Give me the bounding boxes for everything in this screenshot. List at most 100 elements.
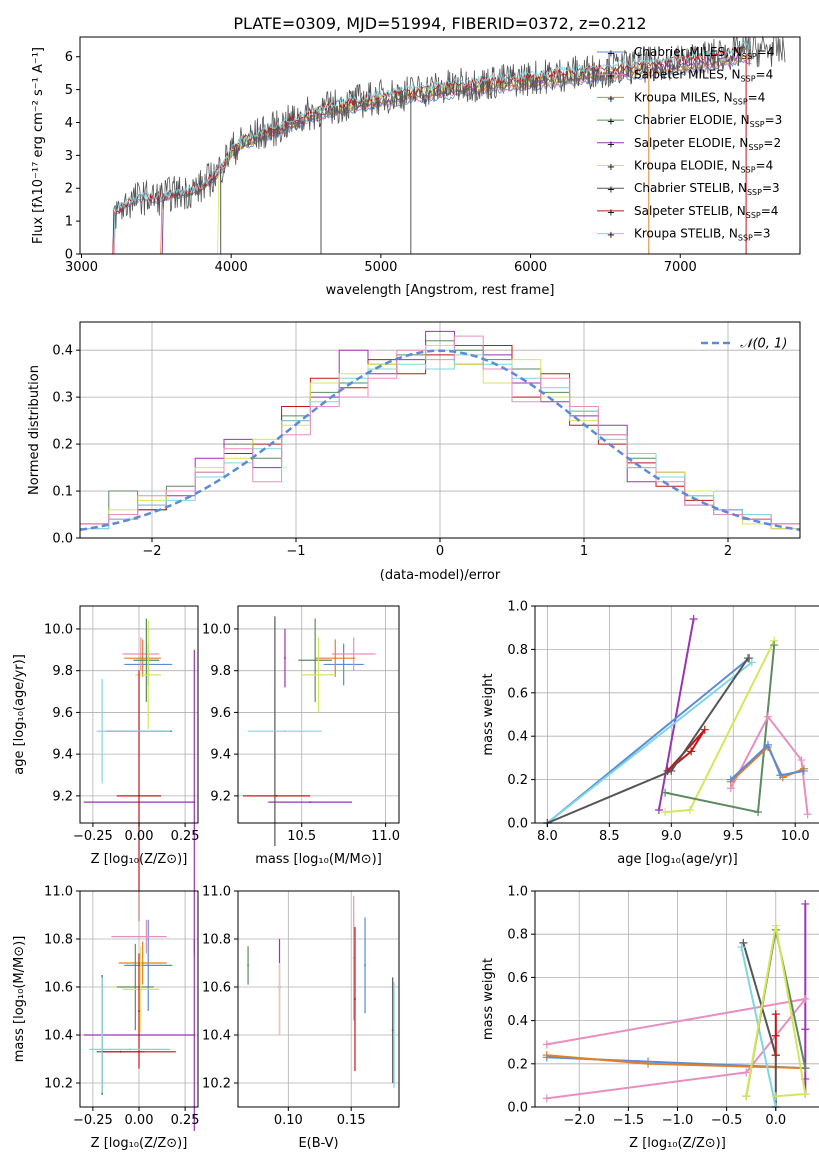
- legend-label: Kroupa ELODIE, NSSP=4: [634, 159, 773, 175]
- y-tick-label: 11.0: [44, 885, 73, 900]
- plus-marker: [797, 756, 806, 765]
- y-tick-label: 1.0: [507, 600, 528, 615]
- point-marker: [352, 652, 355, 655]
- legend-item: + Kroupa ELODIE, NSSP=4: [597, 159, 773, 175]
- plus-marker: [661, 788, 670, 797]
- y-tick-label: 10.2: [202, 1077, 231, 1092]
- x-tick-label: 3000: [65, 260, 98, 275]
- x-tick-label: 11.0: [371, 829, 400, 844]
- point-marker: [317, 673, 320, 676]
- legend-label-text: Salpeter STELIB, N: [634, 204, 746, 218]
- spectrum-series-line: [111, 45, 747, 255]
- plus-marker: [763, 712, 772, 721]
- legend-label-value: =3: [762, 181, 780, 195]
- legend-item: 𝒩(0, 1): [701, 337, 787, 352]
- point-marker: [334, 657, 337, 660]
- legend-marker-plus: +: [607, 162, 615, 173]
- legend-label-subscript: SSP: [741, 75, 756, 84]
- point-marker: [141, 657, 144, 660]
- plus-marker: [799, 766, 808, 775]
- errorbar-point: [124, 639, 162, 677]
- plus-marker: [770, 641, 779, 650]
- y-tick-label: 0.6: [507, 686, 528, 701]
- spectrum-series-line: [112, 41, 750, 255]
- weight-line: [730, 745, 805, 783]
- legend-label-value: =4: [756, 159, 774, 173]
- point-marker: [141, 962, 144, 964]
- x-tick-label: 0.0: [765, 1113, 786, 1128]
- errorbar-point: [111, 935, 167, 938]
- x-axis-label: Z [log₁₀(Z/Z⊙)]: [91, 1136, 188, 1151]
- x-tick-label: 4000: [215, 260, 248, 275]
- normal-curve: [79, 349, 801, 532]
- legend-item: + Chabrier ELODIE, NSSP=3: [597, 113, 782, 129]
- legend-label-value: =4: [748, 90, 766, 104]
- y-tick-label: 10.8: [202, 933, 231, 948]
- legend-label-value: =4: [761, 204, 779, 218]
- y-tick-label: 3: [65, 149, 73, 164]
- point-marker: [139, 652, 142, 655]
- legend-label-text: Chabrier MILES, N: [634, 45, 742, 59]
- legend-label-text: Kroupa STELIB, N: [634, 227, 738, 241]
- legend-label-subscript: SSP: [747, 188, 762, 197]
- legend-marker-plus: +: [607, 207, 615, 218]
- plus-marker: [801, 1090, 810, 1099]
- plus-marker: [801, 1025, 810, 1034]
- x-tick-label: 5000: [364, 260, 397, 275]
- plus-marker: [739, 938, 748, 947]
- y-tick-label: 10.6: [44, 981, 73, 996]
- point-marker: [145, 935, 148, 938]
- legend-label-subscript: SSP: [733, 97, 748, 106]
- point-marker: [275, 794, 278, 797]
- point-marker: [278, 998, 281, 1000]
- x-tick-label: −1: [286, 544, 305, 559]
- plus-marker: [803, 810, 812, 819]
- errorbar-point: [118, 941, 167, 985]
- legend-label-text: Salpeter MILES, N: [634, 68, 741, 82]
- y-tick-label: 9.4: [210, 748, 231, 763]
- x-tick-label: 0.10: [274, 1113, 303, 1128]
- x-tick-label: 1: [580, 544, 588, 559]
- y-tick-label: 11.0: [202, 885, 231, 900]
- y-tick-label: 0.0: [507, 817, 528, 832]
- legend-label-value: =4: [756, 68, 774, 82]
- legend-label: Salpeter STELIB, NSSP=4: [634, 204, 778, 220]
- y-axis-label: age [log₁₀(age/yr)]: [12, 654, 27, 775]
- spectrum-panel: + Chabrier MILES, NSSP=4+ Salpeter MILES, …: [31, 35, 801, 298]
- weight-series: [661, 641, 779, 817]
- errorbar-point: [278, 963, 281, 1035]
- legend-label-subscript: SSP: [746, 211, 761, 220]
- plus-marker: [542, 1094, 551, 1103]
- y-tick-label: 9.8: [210, 664, 231, 679]
- point-marker: [138, 794, 140, 797]
- legend-marker-plus: +: [607, 71, 615, 82]
- errorbar-point: [283, 628, 286, 688]
- weight-line: [745, 925, 807, 1098]
- plus-marker: [654, 805, 663, 814]
- plus-marker: [742, 1068, 751, 1077]
- y-tick-label: 0.4: [507, 730, 528, 745]
- plus-marker: [776, 771, 785, 780]
- errorbar-point: [268, 801, 353, 804]
- errorbar-point: [133, 618, 160, 702]
- weight-line: [730, 743, 805, 781]
- legend-label: Salpeter MILES, NSSP=4: [634, 68, 773, 84]
- errorbar-point: [122, 637, 160, 671]
- legend-label-subscript: SSP: [738, 234, 753, 243]
- spectrum-series-line: [111, 35, 786, 255]
- plus-marker: [661, 808, 670, 817]
- point-marker: [309, 801, 312, 804]
- legend-marker-plus: +: [607, 139, 615, 150]
- legend-item: + Kroupa MILES, NSSP=4: [597, 90, 765, 106]
- y-tick-label: 10.0: [44, 622, 73, 637]
- legend-label: Chabrier STELIB, NSSP=3: [634, 181, 780, 197]
- y-tick-label: 0.0: [52, 532, 73, 547]
- plus-marker: [771, 1010, 780, 1019]
- y-tick-label: 10.4: [202, 1029, 231, 1044]
- point-marker: [132, 730, 135, 733]
- point-marker: [314, 659, 317, 662]
- figure-title: PLATE=0309, MJD=51994, FIBERID=0372, z=0…: [233, 14, 646, 33]
- x-tick-label: −0.25: [73, 1113, 113, 1128]
- y-tick-label: 4: [65, 116, 73, 131]
- errorbar-point: [193, 649, 196, 955]
